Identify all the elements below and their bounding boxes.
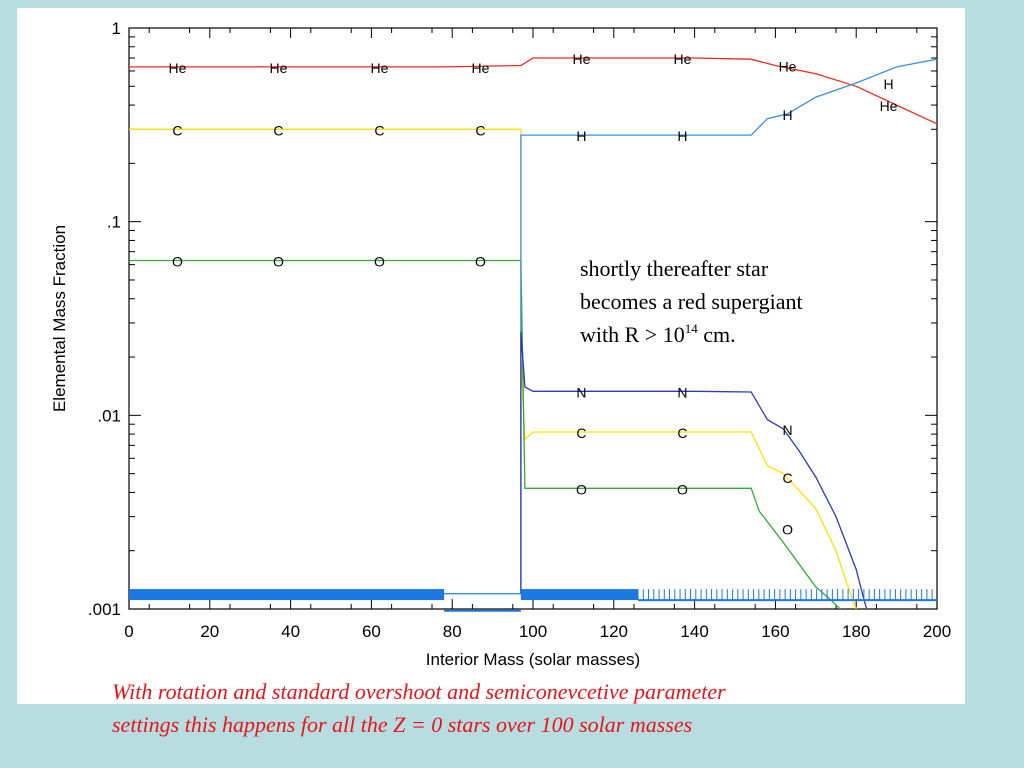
plot-frame [128,27,938,610]
y-tick-label: 1 [112,19,121,38]
series-label: N [677,384,687,400]
series-label: He [270,60,288,76]
series-label: C [374,122,384,138]
annotation-suffix: cm. [697,322,736,347]
series-label: C [172,122,182,138]
chart-annotation: shortly thereafter star becomes a red su… [580,252,803,351]
series-label: O [172,254,183,270]
series-label: N [576,384,586,400]
annotation-line-1: shortly thereafter star [580,256,769,281]
series-label: O [475,254,486,270]
series-label: C [273,122,283,138]
series-label: O [782,522,793,538]
x-tick-label: 0 [124,622,133,641]
series-label: He [674,51,692,67]
series-label: N [782,422,792,438]
x-tick-label: 160 [761,622,789,641]
x-tick-label: 100 [519,622,547,641]
series-label: He [880,98,898,114]
chart-panel: 0 20 40 60 80 100 120 140 160 180 200 1 .1 .01 .001 Int… [17,8,965,704]
caption-line-1: With rotation and standard overshoot and… [112,679,726,704]
chart-svg: 0 20 40 60 80 100 120 140 160 180 200 1 .1 .01 .001 Int… [50,19,951,669]
series-label: H [677,128,687,144]
series-label: H [576,128,586,144]
x-tick-label: 80 [443,622,462,641]
y-axis-label: Elemental Mass Fraction [50,225,69,412]
x-tick-label: 200 [923,622,951,641]
series-label: H [883,76,893,92]
x-axis-label: Interior Mass (solar masses) [426,650,640,669]
x-tick-label: 60 [362,622,381,641]
slide-caption: With rotation and standard overshoot and… [112,675,1012,741]
h-floor-band [520,589,639,601]
annotation-superscript: 14 [684,321,698,336]
y-tick-label: .1 [107,213,121,232]
series-label: He [779,59,797,75]
series-label: H [782,107,792,123]
series-line [520,331,868,609]
h-floor-band [129,589,445,601]
y-tick-label: .01 [97,406,121,425]
x-tick-label: 40 [281,622,300,641]
x-tick-label: 120 [600,622,628,641]
series-label: He [573,51,591,67]
series-label: O [576,481,587,497]
series-label: He [371,60,389,76]
series-label: O [677,481,688,497]
series-label: O [273,254,284,270]
series-label: O [374,254,385,270]
series-label: C [677,425,687,441]
series-label: He [472,60,490,76]
series-label: He [169,60,187,76]
series-line [129,57,937,125]
series-line [129,128,857,609]
x-tick-label: 180 [842,622,870,641]
caption-line-2: settings this happens for all the Z = 0 … [112,712,693,737]
series-label: C [475,122,485,138]
series-label: C [782,470,792,486]
annotation-line-3-text: with R > 10 [580,322,685,347]
x-tick-label: 20 [200,622,219,641]
series-line [129,58,937,595]
y-tick-label: .001 [88,600,121,619]
series-line [129,259,841,609]
series-label: C [576,425,586,441]
annotation-line-3: with R > 1014 cm. [580,318,803,351]
annotation-line-2: becomes a red supergiant [580,289,803,314]
x-tick-label: 140 [680,622,708,641]
